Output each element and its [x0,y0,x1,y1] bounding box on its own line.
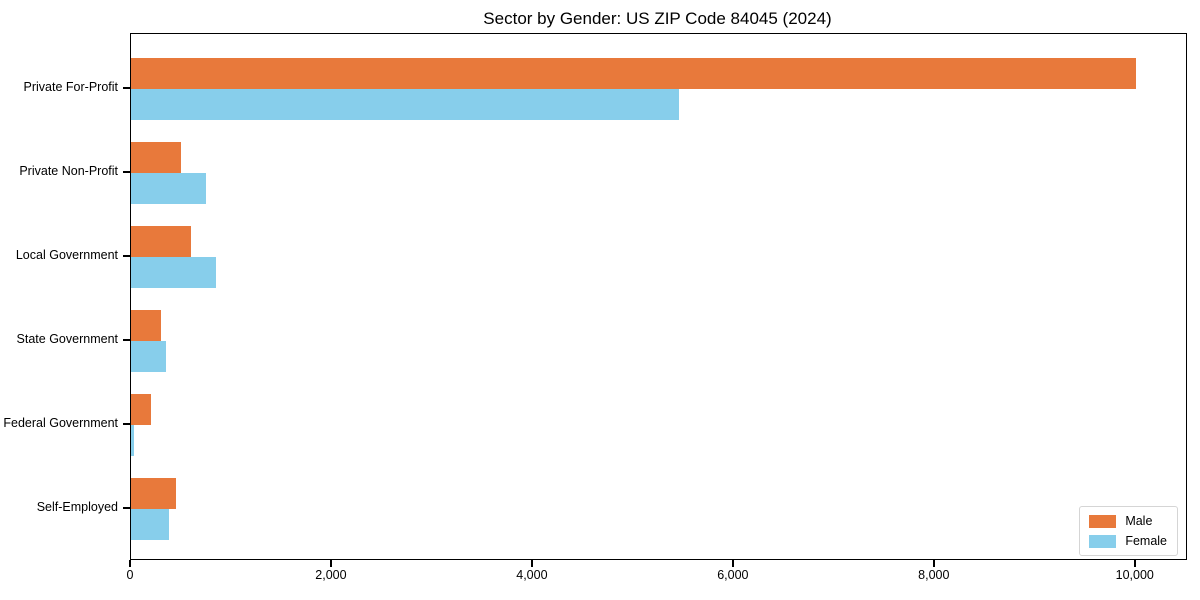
x-tick [1134,559,1136,567]
y-category-label: Federal Government [3,416,118,430]
x-tick-label: 2,000 [315,568,347,582]
x-tick [531,559,533,567]
x-tick-label: 8,000 [918,568,950,582]
bar-male [131,394,152,425]
male-swatch-icon [1089,514,1117,528]
y-tick [123,87,130,89]
bar-male [131,310,162,341]
y-category-label: State Government [16,332,118,346]
x-tick-label: 0 [126,568,134,582]
legend-label-male: Male [1125,514,1153,528]
bar-male [131,226,192,257]
female-swatch-icon [1089,534,1117,548]
y-category-label: Private Non-Profit [19,164,118,178]
bar-male [131,142,182,173]
bar-female [131,425,134,456]
bar-female [131,173,207,204]
legend-item-female: Female [1089,534,1167,548]
x-tick [330,559,332,567]
bar-female [131,257,217,288]
chart-title: Sector by Gender: US ZIP Code 84045 (202… [483,9,832,28]
bar-female [131,89,679,120]
y-tick [123,255,130,257]
plot-area: Male Female [130,33,1187,560]
legend-label-female: Female [1125,534,1167,548]
y-category-label: Self-Employed [36,500,118,514]
y-tick [123,507,130,509]
x-tick-label: 6,000 [717,568,749,582]
x-tick-label: 10,000 [1115,568,1154,582]
legend-item-male: Male [1089,514,1167,528]
bar-male [131,478,177,509]
x-tick [732,559,734,567]
bar-female [131,341,167,372]
y-tick [123,339,130,341]
bar-male [131,58,1136,89]
legend: Male Female [1079,506,1178,556]
bar-female [131,509,169,540]
y-category-label: Local Government [15,248,118,262]
x-tick [129,559,131,567]
y-category-label: Private For-Profit [23,80,118,94]
y-tick [123,423,130,425]
x-tick-label: 4,000 [516,568,548,582]
y-tick [123,171,130,173]
x-tick [933,559,935,567]
